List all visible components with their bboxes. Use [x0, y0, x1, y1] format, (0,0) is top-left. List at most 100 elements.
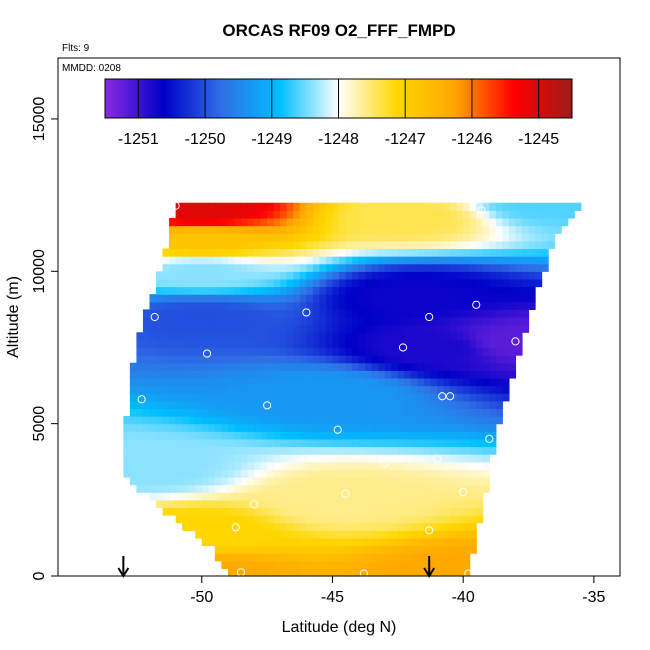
heatmap-cell	[358, 461, 366, 470]
heatmap-cell	[188, 332, 196, 341]
heatmap-cell	[247, 560, 255, 569]
heatmap-cell	[286, 370, 294, 379]
heatmap-cell	[280, 393, 288, 402]
heatmap-cell	[489, 317, 497, 326]
heatmap-cell	[188, 271, 196, 280]
heatmap-cell	[142, 309, 151, 318]
heatmap-cell	[365, 385, 373, 394]
heatmap-cell	[195, 385, 203, 394]
heatmap-cell	[221, 484, 229, 493]
heatmap-cell	[195, 324, 203, 333]
heatmap-cell	[188, 317, 196, 326]
heatmap-cell	[417, 446, 425, 455]
heatmap-cell	[162, 347, 170, 356]
heatmap-cell	[384, 537, 392, 547]
heatmap-cell	[358, 217, 366, 227]
heatmap-cell	[306, 263, 314, 272]
heatmap-cell	[515, 339, 523, 349]
heatmap-cell	[391, 522, 399, 531]
heatmap-cell	[371, 416, 379, 425]
heatmap-cell	[188, 278, 196, 288]
heatmap-cell	[254, 317, 262, 326]
heatmap-cell	[214, 324, 222, 333]
heatmap-cell	[423, 400, 432, 410]
heatmap-cell	[417, 309, 425, 318]
heatmap-cell	[358, 278, 366, 288]
heatmap-cell	[306, 294, 314, 303]
heatmap-cell	[423, 545, 432, 554]
heatmap-cell	[299, 210, 307, 219]
heatmap-cell	[352, 309, 360, 318]
heatmap-cell	[417, 522, 425, 531]
heatmap-cell	[129, 400, 138, 410]
heatmap-cell	[234, 537, 242, 547]
heatmap-cell	[227, 355, 236, 364]
heatmap-cell	[260, 309, 268, 318]
heatmap-cell	[221, 454, 229, 463]
heatmap-cell	[423, 431, 432, 440]
heatmap-cell	[456, 476, 464, 486]
sample-point	[485, 434, 494, 443]
heatmap-cell	[214, 286, 222, 295]
heatmap-cell	[267, 347, 275, 356]
heatmap-cell	[240, 537, 249, 547]
heatmap-cell	[437, 499, 445, 509]
heatmap-cell	[495, 370, 503, 379]
heatmap-cell	[358, 393, 366, 402]
heatmap-cell	[482, 339, 490, 349]
heatmap-cell	[482, 294, 490, 303]
heatmap-cell	[142, 362, 151, 371]
heatmap-cell	[227, 309, 236, 318]
heatmap-cell	[332, 286, 340, 295]
heatmap-cell	[437, 469, 445, 478]
heatmap-cell	[280, 438, 288, 448]
heatmap-cell	[195, 476, 203, 486]
heatmap-cell	[437, 339, 445, 349]
heatmap-cell	[371, 256, 379, 265]
heatmap-cell	[129, 438, 138, 448]
heatmap-cell	[182, 377, 190, 387]
heatmap-cell	[384, 233, 392, 242]
heatmap-cell	[325, 515, 334, 524]
heatmap-cell	[384, 423, 392, 432]
heatmap-cell	[391, 362, 399, 371]
heatmap-cell	[430, 240, 438, 250]
heatmap-cell	[391, 454, 399, 463]
heatmap-cell	[345, 537, 353, 547]
heatmap-cell	[384, 408, 392, 417]
heatmap-cell	[227, 370, 236, 379]
heatmap-cell	[188, 210, 196, 219]
heatmap-cell	[345, 469, 353, 478]
heatmap-cell	[391, 446, 399, 455]
heatmap-cell	[384, 263, 392, 272]
heatmap-cell	[378, 476, 386, 486]
heatmap-cell	[528, 286, 536, 295]
heatmap-cell	[208, 522, 216, 531]
heatmap-cell	[384, 461, 392, 470]
heatmap-cell	[267, 423, 275, 432]
heatmap-cell	[371, 317, 379, 326]
heatmap-cell	[404, 347, 412, 356]
heatmap-cell	[149, 416, 157, 425]
heatmap-cell	[528, 271, 536, 280]
heatmap-cell	[410, 507, 419, 516]
heatmap-cell	[352, 355, 360, 364]
heatmap-cell	[352, 202, 360, 211]
heatmap-cell	[306, 515, 314, 524]
heatmap-cell	[430, 385, 438, 394]
heatmap-cell	[391, 507, 399, 516]
heatmap-cell	[299, 408, 307, 417]
heatmap-cell	[391, 484, 399, 493]
heatmap-cell	[227, 476, 236, 486]
heatmap-cell	[378, 240, 386, 250]
heatmap-cell	[149, 492, 157, 501]
heatmap-cell	[371, 248, 379, 257]
heatmap-cell	[156, 492, 164, 501]
heatmap-cell	[214, 454, 222, 463]
heatmap-cell	[476, 377, 484, 387]
heatmap-cell	[456, 317, 464, 326]
heatmap-cell	[182, 301, 190, 310]
heatmap-cell	[417, 553, 425, 562]
heatmap-cell	[325, 499, 334, 509]
heatmap-cell	[299, 416, 307, 425]
